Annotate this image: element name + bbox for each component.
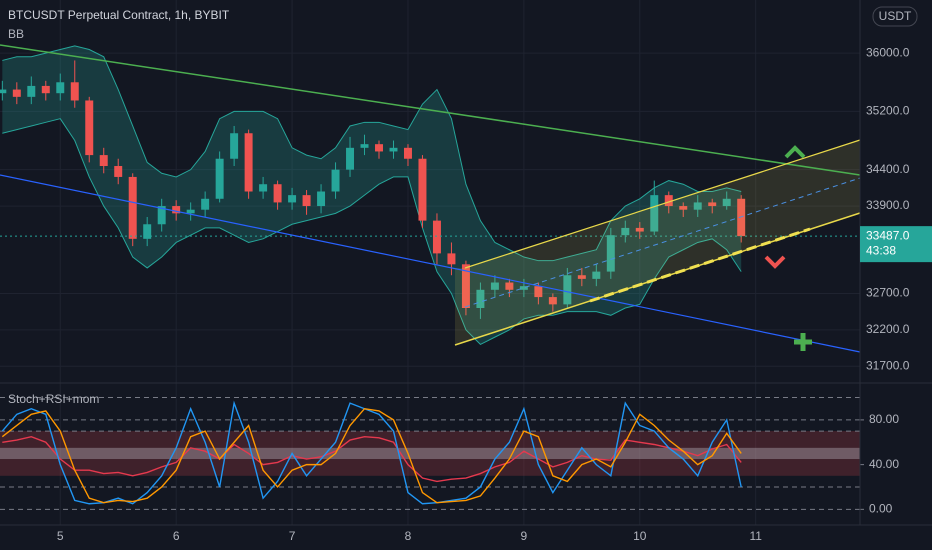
candle-body (447, 253, 456, 265)
x-tick-label: 9 (521, 529, 528, 543)
candle-body (302, 195, 311, 207)
candle-body (563, 275, 572, 305)
y-tick-label: 40.00 (869, 457, 899, 471)
channel-line (464, 139, 861, 269)
x-tick-label: 8 (405, 529, 412, 543)
candle-body (41, 85, 50, 94)
candle-body (635, 227, 644, 232)
y-tick-label: 33900.0 (866, 198, 910, 212)
chart-title: BTCUSDT Perpetual Contract, 1h, BYBIT (8, 8, 230, 22)
candle-body (621, 227, 630, 236)
down-arrow (764, 255, 786, 269)
candle-body (99, 155, 108, 167)
y-tick-label: 35200.0 (866, 104, 910, 118)
y-tick-label: 34400.0 (866, 162, 910, 176)
candle-body (519, 286, 528, 290)
candle-body (331, 169, 340, 192)
plus-marker (794, 333, 812, 351)
candle-body (461, 264, 470, 309)
candle-body (548, 297, 557, 305)
candle-body (317, 191, 326, 207)
candle-body (157, 206, 166, 225)
candle-body (186, 209, 195, 214)
last-price-label: 33487.0 (866, 228, 910, 242)
y-tick-label: 80.00 (869, 412, 899, 426)
bb-upper (2, 45, 742, 262)
candle-body (737, 198, 746, 237)
candle-body (128, 176, 137, 239)
candle-body (664, 195, 673, 207)
candle-body (114, 166, 123, 177)
bb-fill (2, 45, 742, 345)
currency-box[interactable] (872, 6, 918, 27)
y-tick-label: 0.00 (869, 502, 893, 516)
trend-line (0, 44, 861, 176)
level-band (0, 447, 860, 460)
candle-body (201, 198, 210, 210)
candle-body (215, 158, 224, 199)
candle-body (259, 184, 268, 192)
candle-body (244, 133, 253, 192)
candle-body (288, 195, 297, 203)
candle-body (432, 220, 441, 254)
last-price-box (860, 226, 932, 263)
y-tick-label: 32700.0 (866, 286, 910, 300)
indicator-label: BB (8, 27, 24, 41)
channel-fill (455, 140, 860, 345)
candle-body (650, 195, 659, 232)
x-tick-label: 10 (633, 529, 647, 543)
level-band (0, 431, 860, 476)
y-tick-label: 32200.0 (866, 322, 910, 336)
trend-line (0, 174, 861, 353)
channel-mid (464, 177, 861, 308)
channel-line (589, 227, 811, 303)
candle-body (534, 286, 543, 298)
x-tick-label: 11 (749, 529, 762, 543)
y-tick-label: 31700.0 (866, 358, 910, 372)
candle-body (490, 282, 499, 290)
candle-body (708, 202, 717, 207)
indicator-line (2, 435, 742, 483)
indicator-title: Stoch+RSI+mom (8, 392, 99, 406)
candle-body (143, 224, 152, 239)
candle-body (418, 158, 427, 221)
candle-body (403, 147, 412, 159)
candle-body (476, 289, 485, 309)
x-tick-label: 7 (289, 529, 296, 543)
candle-body (230, 133, 239, 159)
candle-body (273, 184, 282, 203)
candle-body (85, 100, 94, 156)
drawings (0, 44, 861, 353)
candle-body (505, 282, 514, 290)
candle-body (375, 144, 383, 152)
candle-body (592, 271, 601, 279)
bb-lower (2, 118, 742, 346)
plot (0, 45, 860, 505)
indicator-line (1, 407, 742, 504)
candle-body (722, 198, 731, 207)
countdown: 43:38 (866, 243, 896, 257)
candle-body (346, 147, 355, 170)
candle-body (70, 82, 79, 101)
candle-body (577, 275, 586, 279)
candle-body (389, 147, 398, 152)
grid (0, 0, 864, 525)
candle-body (172, 206, 181, 214)
currency[interactable]: USDT (879, 9, 912, 23)
candle-body (12, 89, 21, 97)
x-tick-label: 5 (57, 529, 64, 543)
up-arrow (784, 145, 806, 159)
x-tick-label: 6 (173, 529, 180, 543)
candle-body (606, 235, 615, 272)
candle-body (27, 85, 36, 97)
candle-body (56, 82, 65, 94)
candle-body (679, 206, 688, 210)
candle-body (360, 144, 369, 148)
y-tick-label: 36000.0 (866, 45, 910, 59)
candle-body (693, 202, 702, 210)
candle-body (0, 89, 7, 94)
